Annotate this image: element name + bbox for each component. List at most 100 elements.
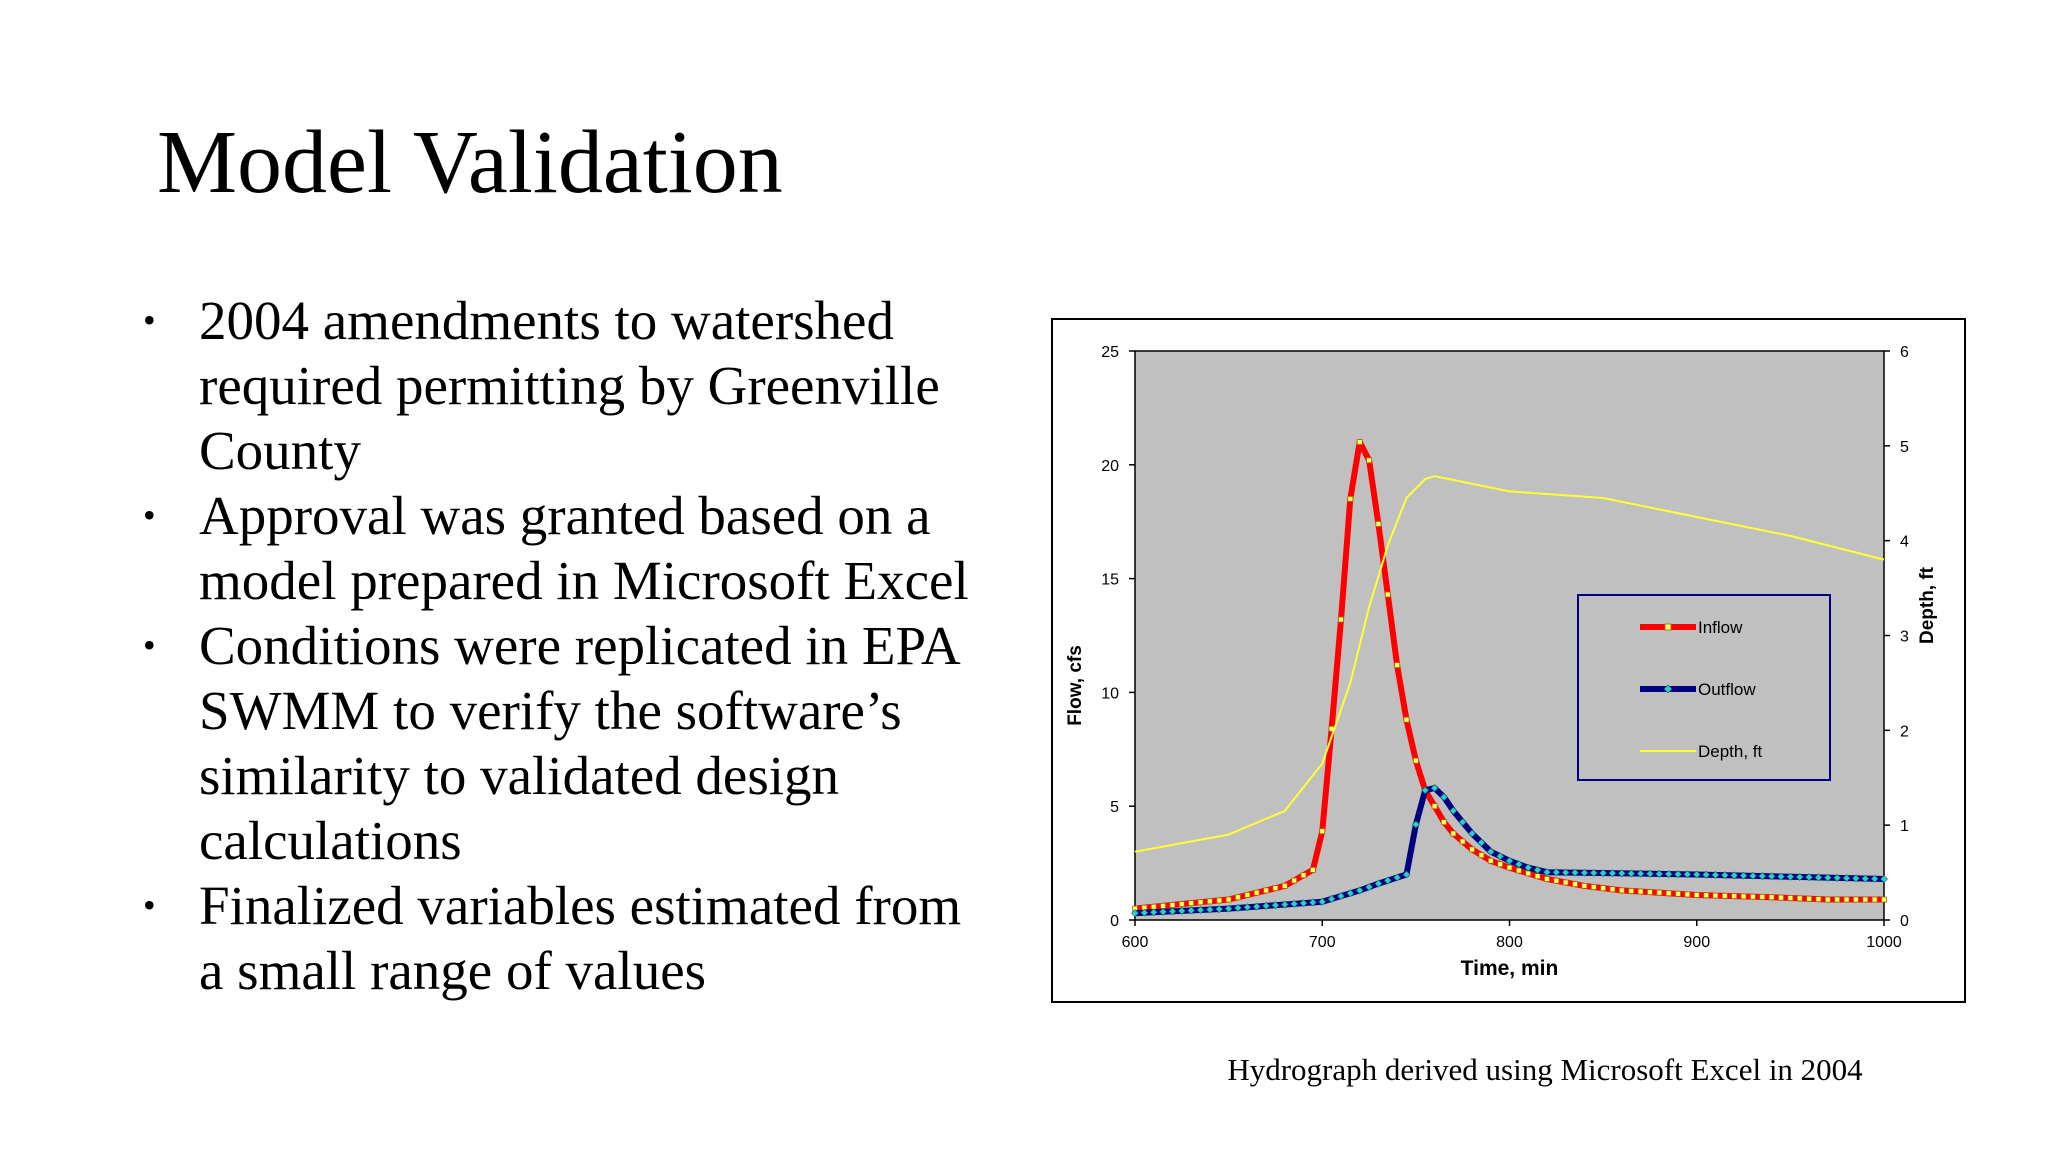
- data-point-inflow: [1534, 873, 1541, 880]
- bullet-text: 2004 amendments to watershed required pe…: [199, 290, 940, 481]
- data-point-outflow: [1440, 793, 1448, 802]
- hydrograph-chart: 600 700 800 900 1000 0 5 10 15 20 25 0 1 2 3 4 5 6 Inflow…: [1051, 318, 1966, 1003]
- data-point-inflow: [1581, 882, 1588, 889]
- data-point-outflow: [1430, 784, 1439, 792]
- data-point-outflow: [1308, 898, 1317, 907]
- y2-tick-label: 6: [1900, 344, 1909, 361]
- data-point-inflow: [1656, 889, 1663, 896]
- data-point-inflow: [1394, 662, 1401, 668]
- y-tick-label: 5: [1110, 799, 1119, 816]
- data-point-outflow: [1299, 899, 1308, 908]
- data-point-outflow: [1411, 820, 1420, 829]
- data-point-outflow: [1131, 909, 1139, 918]
- data-point-inflow: [1384, 591, 1391, 598]
- legend-label-inflow: Inflow: [1698, 618, 1743, 637]
- data-point-inflow: [1834, 896, 1841, 903]
- data-point-outflow: [1393, 873, 1402, 882]
- y-axis-label: Flow, cfs: [1065, 645, 1086, 726]
- data-point-inflow: [1778, 894, 1784, 901]
- y2-tick-label: 5: [1900, 439, 1909, 456]
- data-point-outflow: [1870, 874, 1879, 883]
- series-line-depth-ft: [1134, 475, 1885, 853]
- data-point-inflow: [1450, 830, 1457, 837]
- data-point-inflow: [1881, 896, 1887, 903]
- data-point-inflow: [1647, 889, 1653, 896]
- bullet-list: • 2004 amendments to watershed required p…: [137, 288, 987, 1003]
- data-point-inflow: [1796, 895, 1803, 902]
- series-line-inflow: [1134, 439, 1884, 912]
- data-point-inflow: [1750, 893, 1756, 900]
- data-point-outflow: [1711, 871, 1720, 879]
- data-point-outflow: [1758, 872, 1767, 880]
- data-point-outflow: [1496, 852, 1505, 861]
- data-point-inflow: [1665, 890, 1672, 897]
- data-point-inflow: [1637, 888, 1644, 895]
- data-point-outflow: [1524, 863, 1533, 872]
- x-tick-label: 800: [1496, 934, 1523, 951]
- data-point-inflow: [1225, 896, 1232, 903]
- data-point-inflow: [1338, 616, 1344, 623]
- data-point-inflow: [1806, 895, 1812, 902]
- data-point-outflow: [1749, 871, 1757, 880]
- data-point-inflow: [1618, 887, 1625, 894]
- data-point-outflow: [1205, 905, 1214, 914]
- data-point-inflow: [1544, 876, 1550, 882]
- slide-title: Model Validation: [157, 113, 783, 212]
- data-point-inflow: [1478, 852, 1485, 859]
- data-point-outflow: [1720, 871, 1729, 880]
- data-point-inflow: [1469, 846, 1475, 853]
- y-tick-label: 0: [1110, 913, 1119, 930]
- data-point-inflow: [1572, 881, 1578, 888]
- legend-label-outflow: Outflow: [1698, 680, 1756, 699]
- data-point-inflow: [1459, 838, 1466, 845]
- bullet-dot: •: [143, 885, 156, 925]
- data-point-outflow: [1608, 869, 1617, 878]
- data-point-inflow: [1675, 890, 1681, 897]
- x-tick-label: 700: [1309, 934, 1336, 951]
- data-point-outflow: [1664, 870, 1673, 878]
- data-point-inflow: [1197, 899, 1204, 906]
- data-point-inflow: [1291, 877, 1298, 884]
- y-tick-label: 15: [1101, 572, 1119, 589]
- data-point-outflow: [1374, 879, 1383, 888]
- data-point-outflow: [1627, 869, 1636, 878]
- data-point-inflow: [1853, 896, 1859, 903]
- data-point-outflow: [1505, 856, 1514, 865]
- data-point-outflow: [1561, 868, 1570, 877]
- data-point-inflow: [1506, 864, 1513, 871]
- data-point-outflow: [1280, 900, 1289, 909]
- data-point-outflow: [1402, 870, 1411, 879]
- data-point-inflow: [1497, 861, 1504, 868]
- data-point-outflow: [1346, 889, 1355, 898]
- data-point-inflow: [1609, 886, 1616, 893]
- data-point-outflow: [1234, 904, 1242, 912]
- data-point-inflow: [1309, 867, 1316, 873]
- data-point-inflow: [1693, 892, 1700, 898]
- data-point-inflow: [1272, 885, 1279, 892]
- data-point-inflow: [1843, 896, 1850, 903]
- bullet-text: Conditions were replicated in EPA SWMM t…: [199, 615, 958, 871]
- data-point-outflow: [1149, 908, 1158, 917]
- data-point-outflow: [1646, 869, 1654, 878]
- data-point-outflow: [1580, 868, 1589, 877]
- data-point-outflow: [1655, 869, 1664, 878]
- data-point-outflow: [1224, 904, 1233, 913]
- data-point-outflow: [1880, 875, 1888, 883]
- data-point-inflow: [1590, 884, 1597, 890]
- data-point-inflow: [1300, 872, 1307, 879]
- data-point-outflow: [1243, 903, 1252, 912]
- data-point-inflow: [1515, 867, 1522, 874]
- data-point-outflow: [1187, 906, 1196, 915]
- data-point-outflow: [1327, 895, 1336, 903]
- data-point-outflow: [1842, 874, 1851, 883]
- data-point-outflow: [1795, 873, 1804, 881]
- x-tick-label: 600: [1122, 934, 1149, 951]
- data-point-outflow: [1468, 829, 1476, 838]
- x-axis-label: Time, min: [1461, 957, 1559, 980]
- data-point-outflow: [1692, 870, 1701, 879]
- legend-marker-inflow: [1664, 623, 1672, 631]
- data-point-outflow: [1159, 907, 1168, 916]
- data-point-outflow: [1636, 869, 1645, 878]
- chart-caption: Hydrograph derived using Microsoft Excel…: [1227, 1052, 1863, 1087]
- bullet-dot: •: [143, 495, 156, 535]
